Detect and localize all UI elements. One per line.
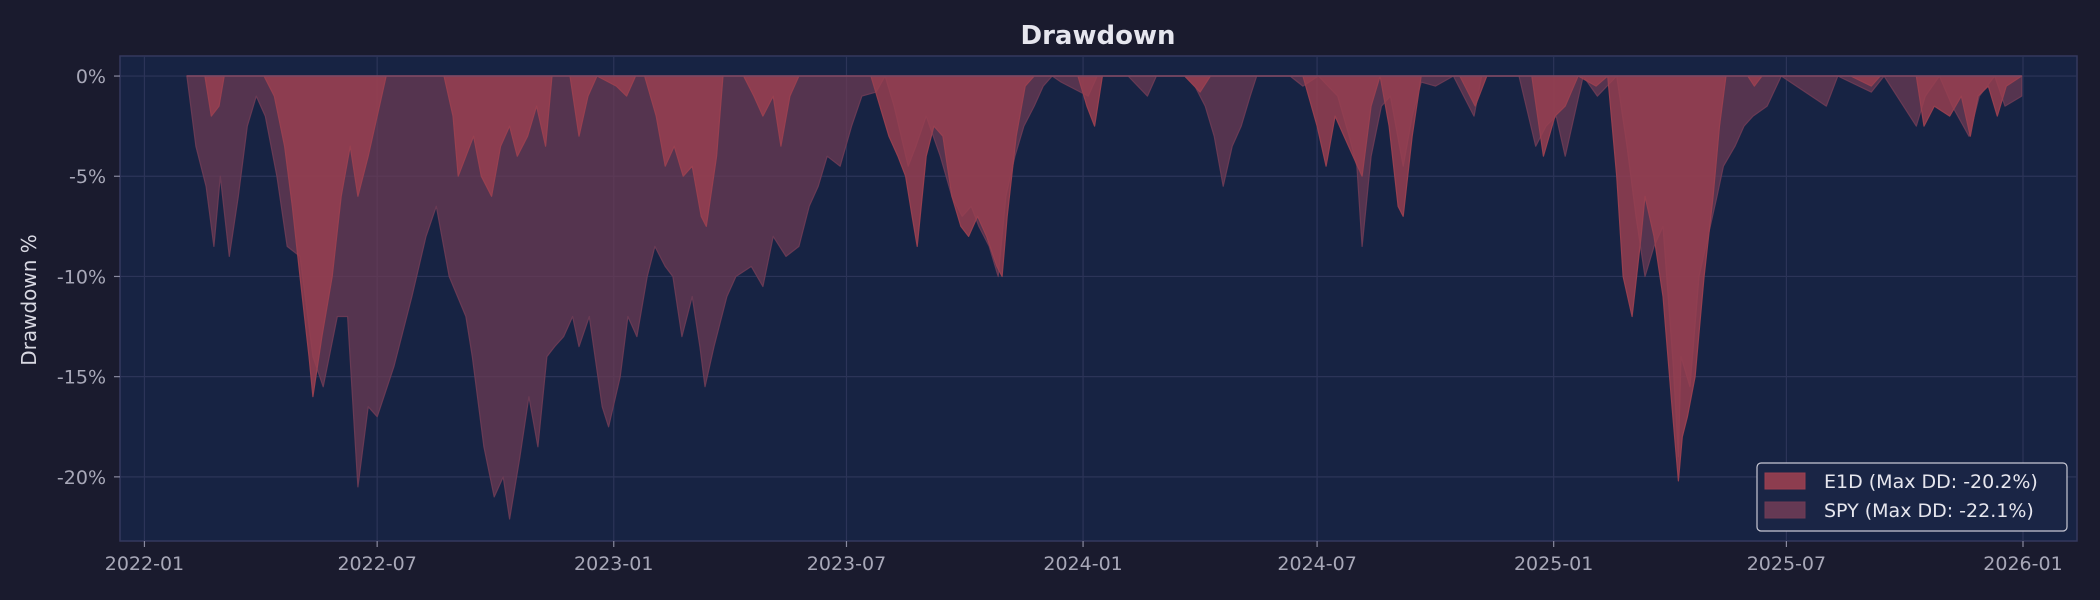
x-tick-label: 2025-01 [1514, 553, 1593, 575]
x-tick-label: 2023-01 [574, 553, 653, 575]
legend-swatch-e1d [1764, 472, 1806, 490]
series-layer [186, 75, 2023, 520]
x-tick-label: 2024-01 [1043, 553, 1122, 575]
legend: E1D (Max DD: -20.2%) SPY (Max DD: -22.1%) [1756, 462, 2068, 532]
area-e1d [186, 75, 2023, 482]
legend-label-e1d: E1D (Max DD: -20.2%) [1824, 471, 2038, 493]
legend-label-spy: SPY (Max DD: -22.1%) [1824, 500, 2034, 522]
legend-swatch-spy [1764, 501, 1806, 519]
y-axis-label: Drawdown % [17, 234, 41, 366]
y-tick-label: -5% [69, 166, 106, 188]
x-tick-label: 2022-07 [337, 553, 416, 575]
y-tick-label: 0% [76, 66, 106, 88]
y-axis: 0% -5% -10% -15% -20% [57, 66, 120, 489]
y-tick-label: -10% [57, 266, 106, 288]
x-tick-label: 2024-07 [1277, 553, 1356, 575]
x-tick-label: 2022-01 [105, 553, 184, 575]
x-axis: 2022-01 2022-07 2023-01 2023-07 2024-01 2024-… [105, 541, 2063, 575]
chart-title: Drawdown [1021, 21, 1176, 51]
y-tick-label: -15% [57, 367, 106, 389]
x-tick-label: 2025-07 [1747, 553, 1826, 575]
y-tick-label: -20% [57, 467, 106, 489]
x-tick-label: 2026-01 [1983, 553, 2062, 575]
legend-box [1756, 462, 2068, 532]
x-tick-label: 2023-07 [807, 553, 886, 575]
